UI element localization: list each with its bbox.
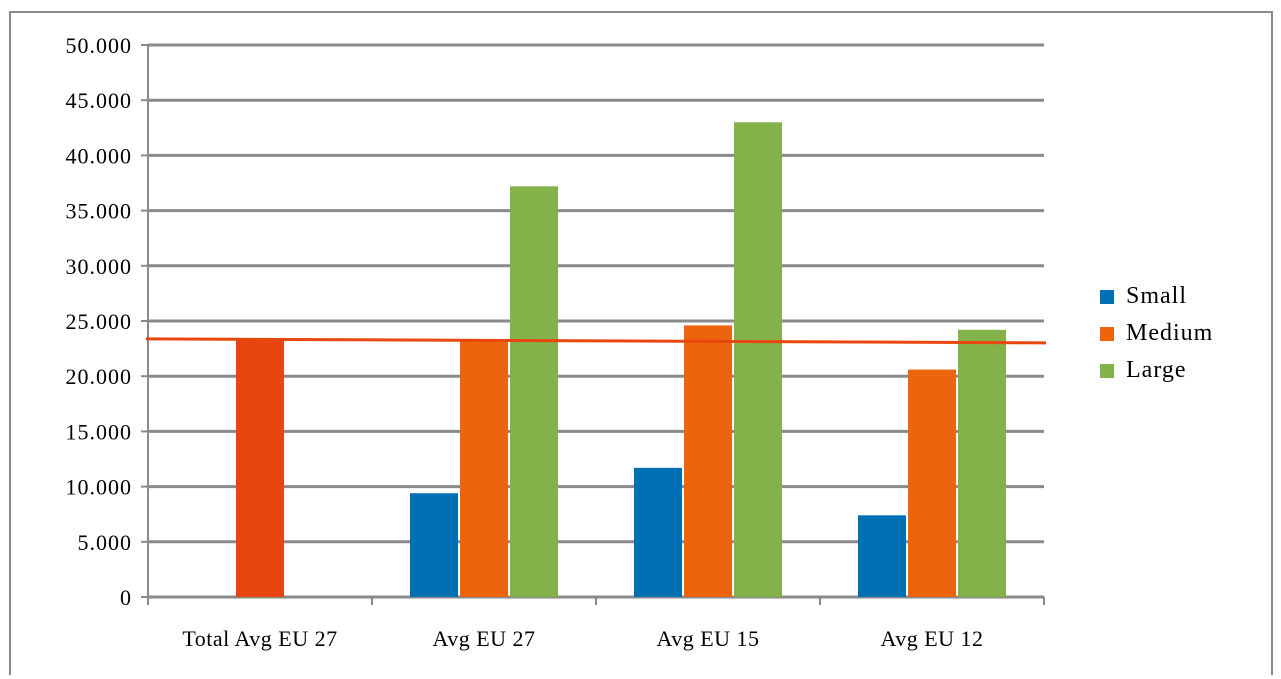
- y-tick-label: 10.000: [66, 475, 133, 500]
- legend-item-medium: Medium: [1100, 315, 1213, 352]
- chart-frame: [9, 11, 1273, 675]
- y-tick-label: 30.000: [66, 254, 133, 279]
- legend-swatch-medium: [1100, 326, 1114, 341]
- x-category-label: Total Avg EU 27: [182, 626, 337, 651]
- y-tick-label: 25.000: [66, 309, 133, 334]
- bar-small-3: [858, 515, 906, 597]
- y-tick-label: 50.000: [66, 33, 133, 58]
- y-tick-label: 5.000: [78, 530, 133, 555]
- y-tick-label: 35.000: [66, 199, 133, 224]
- legend-item-large: Large: [1100, 352, 1213, 389]
- x-category-label: Avg EU 12: [880, 626, 983, 651]
- bar-medium-1: [460, 340, 508, 597]
- bar-large-3: [958, 329, 1006, 597]
- bar-small-1: [410, 493, 458, 597]
- legend-item-small: Small: [1100, 278, 1213, 315]
- bar-medium-0: [236, 339, 284, 597]
- y-tick-label: 45.000: [66, 88, 133, 113]
- y-tick-label: 0: [120, 585, 132, 610]
- y-tick-label: 20.000: [66, 364, 133, 389]
- legend-swatch-small: [1100, 289, 1114, 304]
- legend-swatch-large: [1100, 363, 1114, 378]
- reference-line: [145, 337, 1047, 345]
- legend-label-small: Small: [1126, 283, 1188, 309]
- bar-medium-2: [684, 325, 732, 597]
- y-tick-label: 15.000: [66, 419, 133, 444]
- x-category-label: Avg EU 15: [656, 626, 759, 651]
- bar-large-2: [734, 122, 782, 597]
- y-tick-label: 40.000: [66, 143, 133, 168]
- legend: Small Medium Large: [1100, 278, 1213, 389]
- x-category-label: Avg EU 27: [432, 626, 535, 651]
- legend-label-large: Large: [1126, 357, 1187, 383]
- bar-small-2: [634, 467, 682, 597]
- bar-large-1: [510, 186, 558, 597]
- bar-medium-3: [908, 369, 956, 597]
- legend-label-medium: Medium: [1126, 320, 1214, 346]
